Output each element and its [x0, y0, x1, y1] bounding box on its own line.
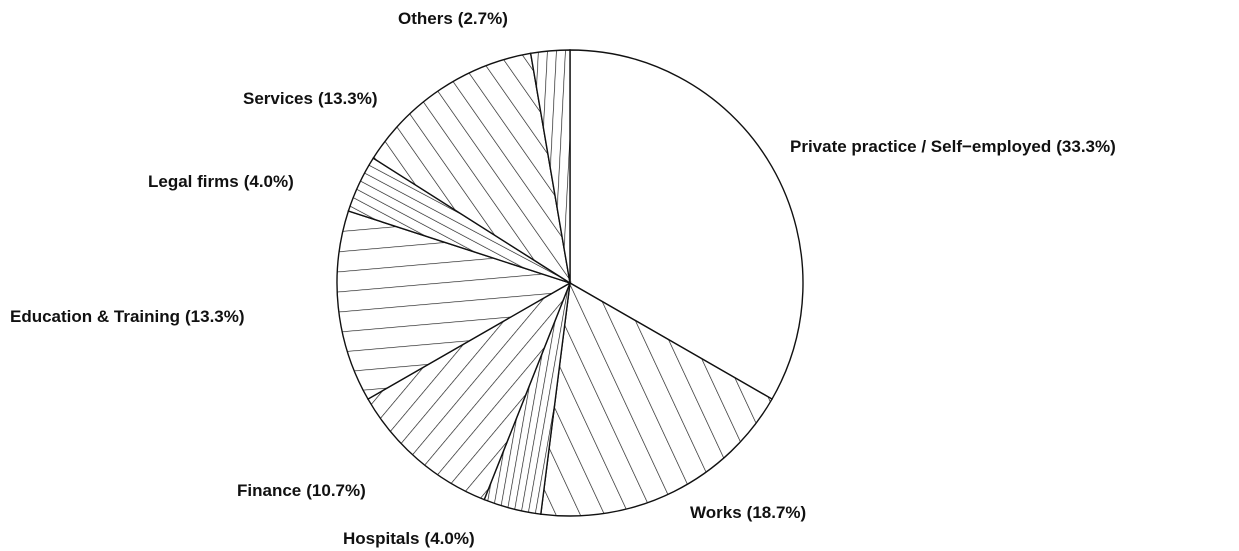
slice-label: Works (18.7%) [690, 503, 806, 522]
slice-label: Private practice / Self−employed (33.3%) [790, 137, 1116, 156]
pie-slice [569, 49, 804, 401]
category-name: Legal firms [148, 172, 239, 191]
slice-label: Finance (10.7%) [237, 481, 366, 500]
pie-slice [529, 49, 571, 284]
category-name: Services [243, 89, 313, 108]
category-name: Private practice / Self−employed [790, 137, 1051, 156]
category-name: Hospitals [343, 529, 420, 548]
pie-slice [372, 52, 571, 285]
value-label: (2.7%) [458, 9, 508, 28]
value-label: (4.0%) [244, 172, 294, 191]
value-label: (33.3%) [1056, 137, 1116, 156]
category-name: Works [690, 503, 742, 522]
pie-slice [540, 281, 773, 517]
slice-label: Legal firms (4.0%) [148, 172, 294, 191]
pie-slice [336, 210, 572, 401]
slice-label: Others (2.7%) [398, 9, 508, 28]
value-label: (10.7%) [306, 481, 366, 500]
value-label: (13.3%) [185, 307, 245, 326]
category-name: Education & Training [10, 307, 180, 326]
slice-label: Hospitals (4.0%) [343, 529, 475, 548]
value-label: (4.0%) [425, 529, 475, 548]
value-label: (13.3%) [318, 89, 378, 108]
slice-label: Education & Training (13.3%) [10, 307, 245, 326]
value-label: (18.7%) [747, 503, 807, 522]
slice-label: Services (13.3%) [243, 89, 377, 108]
category-name: Finance [237, 481, 301, 500]
category-name: Others [398, 9, 453, 28]
pie-slice [367, 281, 572, 501]
